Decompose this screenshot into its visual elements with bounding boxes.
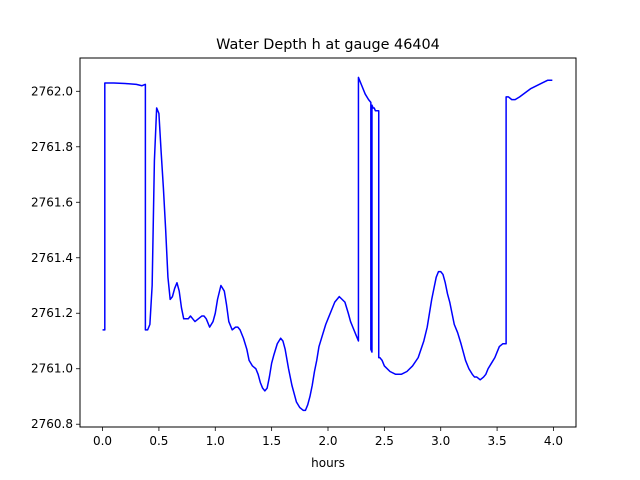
series-line [102,76,553,412]
x-tick-label: 1.0 [206,434,225,448]
y-tick-label: 2761.2 [31,306,73,320]
y-tick-label: 2761.4 [31,251,73,265]
x-tick-label: 2.0 [318,434,337,448]
y-tick-label: 2760.8 [31,417,73,431]
x-tick-label: 1.5 [262,434,281,448]
x-tick-label: 0.0 [93,434,112,448]
chart-title: Water Depth h at gauge 46404 [216,37,440,53]
x-tick-label: 4.0 [544,434,563,448]
y-tick-label: 2761.6 [31,195,73,209]
x-tick-label: 3.5 [488,434,507,448]
x-tick-label: 3.0 [431,434,450,448]
x-axis: 0.0 0.5 1.0 1.5 2.0 2.5 3.0 3.5 4.0 [93,427,563,448]
x-tick-label: 2.5 [375,434,394,448]
x-tick-label: 0.5 [149,434,168,448]
y-axis: 2760.8 2761.0 2761.2 2761.4 2761.6 2761.8 2762… [31,84,80,431]
x-axis-label: hours [311,456,345,470]
y-tick-label: 2761.8 [31,140,73,154]
y-tick-label: 2761.0 [31,362,73,376]
y-tick-label: 2762.0 [31,84,73,98]
